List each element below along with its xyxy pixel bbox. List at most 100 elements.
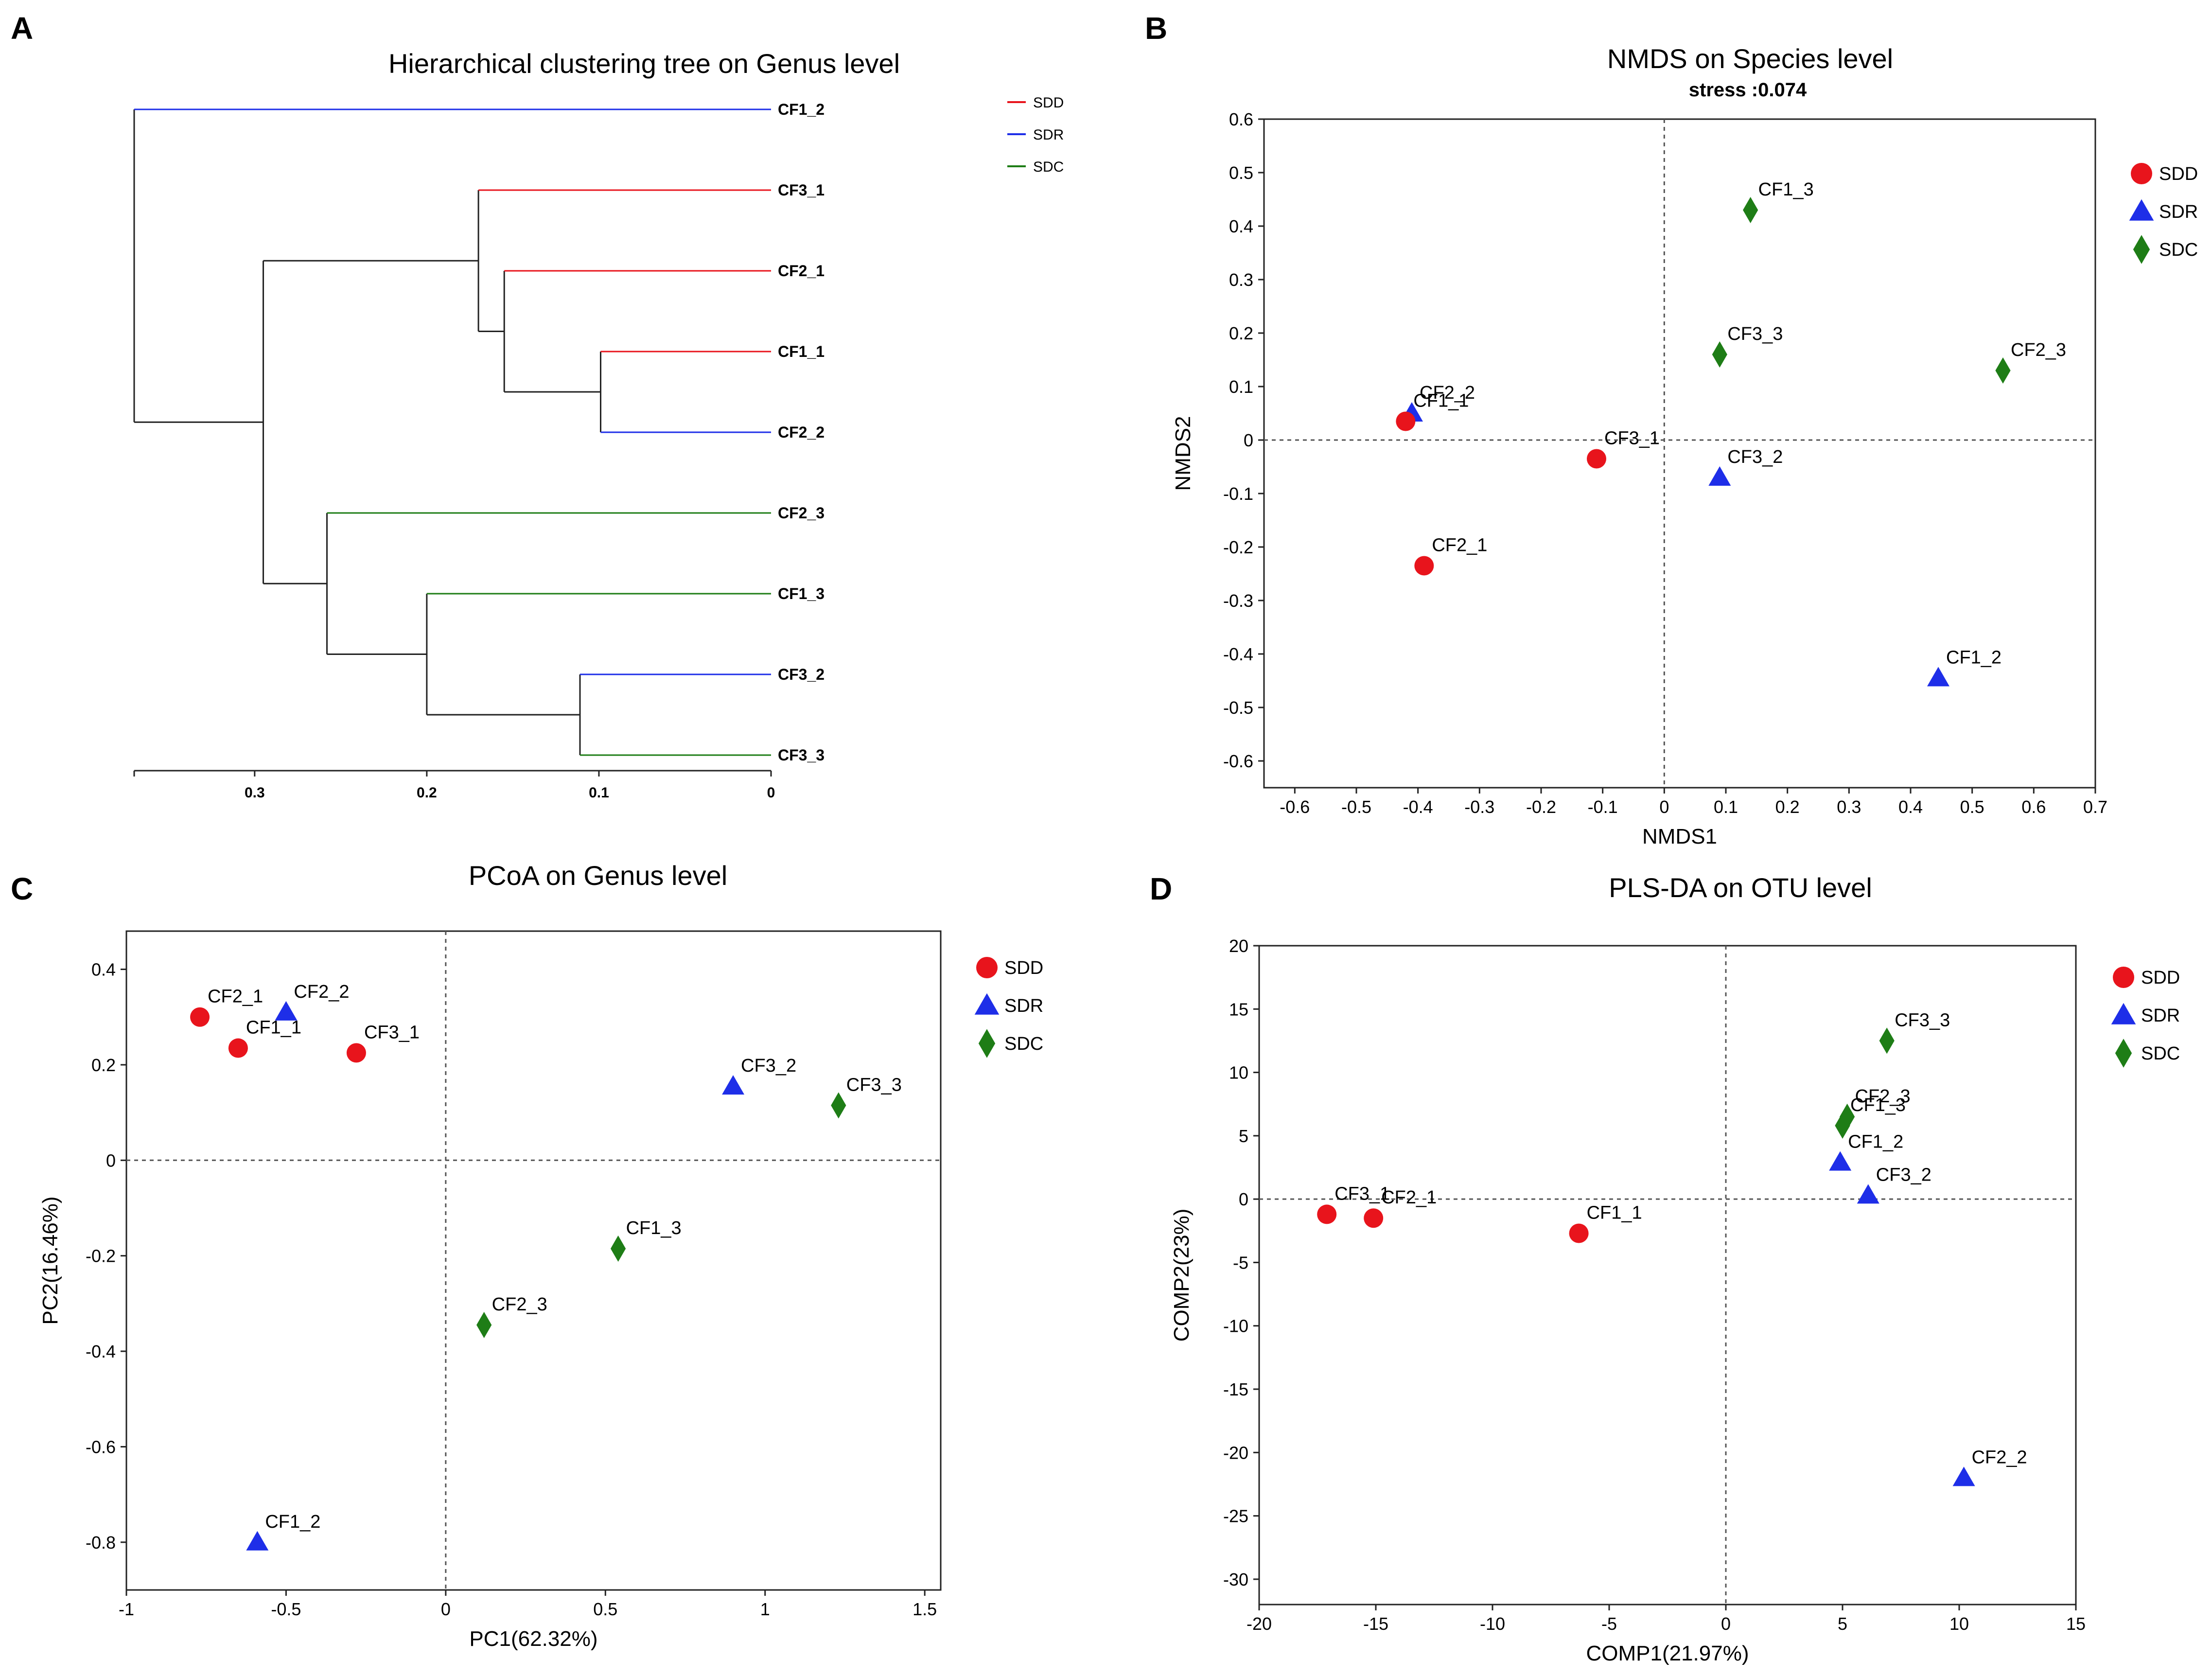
- point-label: CF1_3: [1850, 1095, 1906, 1115]
- point-cf2-1: [1414, 556, 1434, 576]
- x-tick-label: -0.1: [1588, 797, 1618, 817]
- legend-label: SDR: [1033, 127, 1064, 143]
- plsda-panel: PLS-DA on OTU level -20 -15 -10 -5 0 5 10 15 20 1…: [1170, 872, 2180, 1665]
- pcoa-panel: PCoA on Genus level -1 -0.5 0 0.5 1 1.5 0.4 0.2…: [38, 860, 1043, 1651]
- y-tick-label: 0.2: [91, 1055, 116, 1075]
- y-tick-label: -5: [1233, 1253, 1248, 1272]
- legend-label: SDR: [2141, 1006, 2180, 1026]
- y-tick-label: 0: [106, 1150, 116, 1170]
- point-label: CF1_3: [1758, 179, 1814, 200]
- x-tick-label: 1: [760, 1599, 770, 1619]
- x-tick-label: 5: [1838, 1614, 1847, 1634]
- nmds-stress: stress :0.074: [1689, 79, 1807, 101]
- point-label: CF3_1: [1604, 428, 1660, 449]
- x-tick-label: -0.5: [1341, 797, 1371, 817]
- leaf-label: CF1_1: [778, 343, 825, 360]
- x-tick-label: 0: [1659, 797, 1669, 817]
- plot-frame: [125, 930, 942, 1591]
- point-cf2-3: [1995, 357, 2011, 384]
- panel-label-a: A: [11, 11, 33, 46]
- point-cf3-3: [831, 1092, 846, 1119]
- point-cf1-1: [1396, 411, 1416, 431]
- point-label: CF3_1: [1334, 1183, 1390, 1204]
- point-label: CF3_2: [1876, 1165, 1931, 1185]
- y-tick-label: -0.3: [1223, 591, 1253, 611]
- y-tick-label: 0.4: [1229, 216, 1253, 236]
- point-cf1-2: [1927, 667, 1949, 687]
- y-tick-label: -0.8: [86, 1533, 116, 1553]
- legend-label: SDC: [2159, 240, 2198, 260]
- x-tick-label: 0.6: [2021, 797, 2046, 817]
- y-axis-label: PC2(16.46%): [38, 1196, 62, 1324]
- x-tick-label: -0.6: [1280, 797, 1310, 817]
- x-tick-label: 1.5: [913, 1599, 937, 1619]
- point-cf1-3: [610, 1235, 626, 1262]
- point-label: CF3_2: [1727, 447, 1783, 467]
- point-label: CF2_2: [294, 982, 349, 1002]
- x-axis-label: PC1(62.32%): [469, 1627, 597, 1651]
- legend-label: SDD: [1033, 95, 1064, 111]
- x-tick-label: -1: [119, 1599, 134, 1619]
- y-tick-label: 0.4: [91, 960, 116, 980]
- y-tick-label: 0.6: [1229, 109, 1253, 129]
- y-tick-label: -30: [1223, 1570, 1248, 1589]
- point-label: CF1_2: [265, 1512, 320, 1532]
- point-label: CF1_2: [1946, 648, 2001, 668]
- y-tick-label: 5: [1239, 1126, 1248, 1146]
- point-cf1-3: [1835, 1112, 1850, 1139]
- point-label: CF3_1: [364, 1022, 420, 1042]
- leaf-label: CF3_2: [778, 666, 825, 683]
- y-tick-label: 0.1: [1229, 377, 1253, 397]
- legend-marker-sdc: [2115, 1039, 2132, 1068]
- legend-marker-sdr: [2129, 199, 2154, 221]
- panel-label-d: D: [1150, 871, 1172, 906]
- legend-marker-sdc: [978, 1029, 996, 1058]
- x-tick-label: 0.2: [1775, 797, 1800, 817]
- point-label: CF3_3: [1727, 324, 1783, 344]
- dendrogram-tick-label: 0.1: [589, 785, 609, 801]
- dendrogram-tick-label: 0.2: [417, 785, 437, 801]
- point-label: CF2_1: [1432, 535, 1487, 556]
- x-tick-label: -0.2: [1526, 797, 1556, 817]
- point-label: CF1_3: [626, 1218, 682, 1238]
- point-cf3-2: [1857, 1184, 1879, 1204]
- legend-label: SDC: [1033, 159, 1064, 175]
- x-tick-label: -20: [1246, 1614, 1272, 1634]
- plsda-title: PLS-DA on OTU level: [1609, 872, 1872, 903]
- point-cf1-2: [1829, 1151, 1852, 1171]
- y-tick-label: 0.5: [1229, 163, 1253, 183]
- x-tick-label: -0.5: [271, 1599, 301, 1619]
- legend-marker-sdd: [976, 957, 998, 978]
- plot-frame: [1258, 945, 2077, 1606]
- x-axis-label: NMDS1: [1642, 825, 1717, 848]
- point-cf3-1: [346, 1043, 366, 1063]
- legend-marker-sdd: [2113, 967, 2134, 988]
- point-label: CF2_1: [1381, 1187, 1437, 1208]
- x-tick-label: 0.5: [1960, 797, 1984, 817]
- legend-label: SDC: [1004, 1034, 1043, 1054]
- point-label: CF2_3: [492, 1294, 547, 1315]
- x-tick-label: 0.1: [1714, 797, 1738, 817]
- y-tick-label: -0.4: [1223, 644, 1253, 664]
- x-tick-label: -0.4: [1403, 797, 1433, 817]
- y-tick-label: 0: [1239, 1189, 1248, 1209]
- legend-label: SDC: [2141, 1043, 2180, 1064]
- leaf-label: CF1_2: [778, 101, 825, 118]
- x-tick-label: -15: [1363, 1614, 1388, 1634]
- y-tick-label: -25: [1223, 1506, 1248, 1526]
- point-cf3-1: [1587, 449, 1606, 469]
- x-tick-label: -5: [1601, 1614, 1617, 1634]
- x-tick-label: 0.5: [593, 1599, 617, 1619]
- y-tick-label: 0.2: [1229, 323, 1253, 343]
- y-tick-label: -0.5: [1223, 698, 1253, 718]
- point-label: CF3_3: [846, 1075, 902, 1095]
- y-tick-label: 0: [1244, 430, 1253, 450]
- dendrogram-tick-label: 0.3: [245, 785, 265, 801]
- point-label: CF2_1: [208, 987, 263, 1007]
- point-cf1-1: [228, 1038, 248, 1058]
- point-label: CF1_1: [1587, 1203, 1642, 1223]
- x-tick-label: -10: [1480, 1614, 1505, 1634]
- x-tick-label: 0: [441, 1599, 451, 1619]
- leaf-label: CF3_3: [778, 746, 825, 764]
